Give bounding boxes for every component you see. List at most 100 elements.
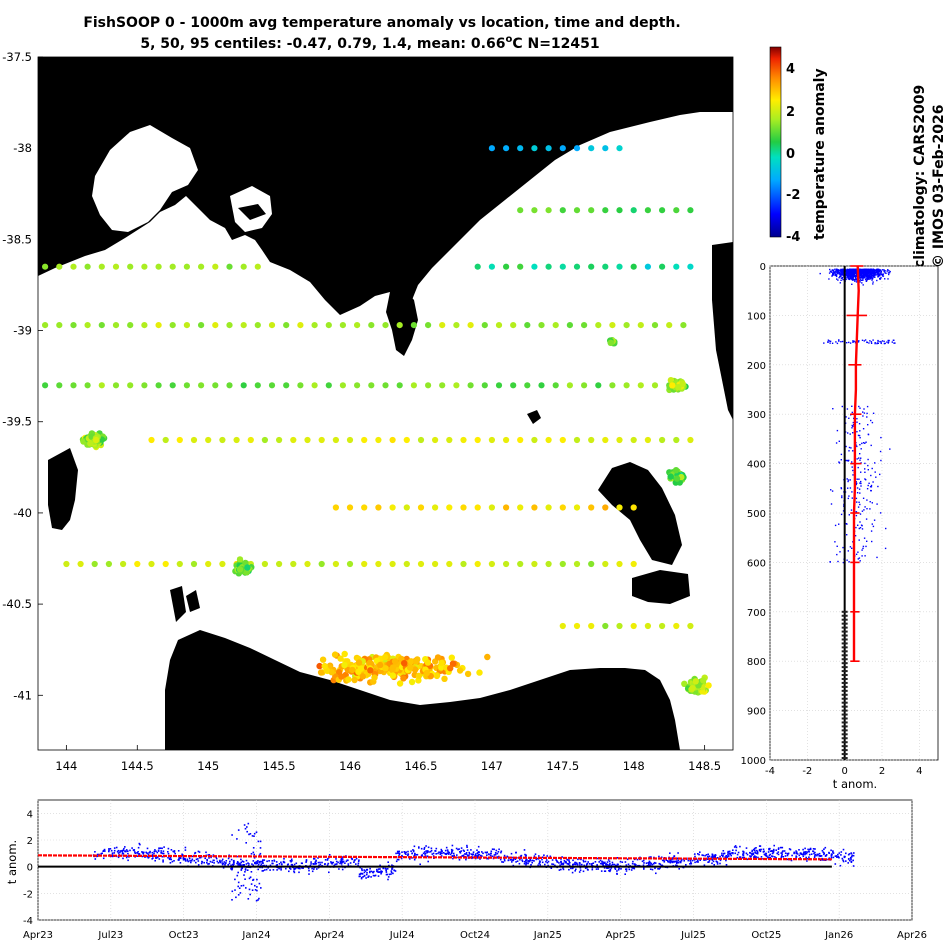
- profile-point: [894, 342, 896, 344]
- ts-point: [525, 863, 527, 866]
- ts-point: [737, 851, 740, 854]
- profile-point: [886, 270, 888, 272]
- profile-point: [840, 487, 842, 489]
- ts-point: [125, 850, 127, 853]
- ts-point: [671, 861, 674, 864]
- profile-point: [841, 405, 843, 408]
- colorbar-label: temperature anomaly: [812, 68, 828, 240]
- profile-point: [849, 276, 851, 278]
- ts-point: [251, 835, 254, 837]
- ts-point: [184, 846, 187, 849]
- transect-point: [630, 622, 637, 630]
- profile-point: [861, 528, 864, 530]
- profile-point: [862, 545, 865, 548]
- ts-point: [174, 852, 176, 855]
- profile-deep-marker: [841, 658, 848, 661]
- profile-point: [851, 276, 853, 278]
- ts-point: [851, 855, 853, 858]
- transect-point: [141, 263, 148, 270]
- ts-point: [643, 868, 645, 870]
- ts-point: [369, 870, 371, 873]
- ts-point: [96, 855, 99, 857]
- profile-point: [870, 342, 873, 344]
- transect-point: [297, 322, 304, 329]
- ts-point: [385, 871, 388, 873]
- ts-point: [102, 850, 104, 852]
- ts-point: [234, 889, 236, 891]
- ts-point: [206, 859, 208, 862]
- profile-point: [862, 272, 864, 274]
- profile-deep-marker: [841, 733, 848, 736]
- ts-point: [424, 855, 427, 857]
- ts-point: [438, 851, 440, 853]
- profile-point: [870, 419, 872, 422]
- profile-point: [845, 272, 848, 275]
- profile-point: [862, 442, 865, 444]
- transect-point: [673, 436, 680, 444]
- ts-point: [418, 847, 420, 849]
- ts-point: [673, 860, 675, 863]
- ts-point: [842, 860, 845, 863]
- profile-point: [848, 514, 850, 516]
- profile-point: [862, 497, 865, 499]
- transect-point: [169, 263, 176, 270]
- profile-point: [873, 272, 875, 274]
- transect-point: [559, 560, 566, 568]
- ts-point: [466, 854, 469, 856]
- ts-point: [474, 853, 477, 855]
- ts-point: [137, 851, 139, 853]
- transect-point: [552, 322, 559, 329]
- profile-point: [877, 273, 879, 275]
- profile-deep-marker: [841, 701, 848, 704]
- ts-point: [242, 861, 245, 863]
- cluster-point: [441, 675, 448, 682]
- ts-point: [558, 869, 561, 871]
- ts-point: [497, 851, 500, 853]
- ts-point: [530, 864, 532, 866]
- ts-point: [230, 868, 232, 870]
- ts-point: [814, 855, 816, 857]
- profile-point: [866, 499, 868, 501]
- profile-point: [855, 276, 857, 279]
- profile-point: [836, 273, 839, 275]
- map-y-tick-label: -38: [13, 141, 32, 155]
- transect-point: [120, 560, 127, 568]
- profile-point: [866, 416, 868, 418]
- ts-point: [380, 871, 383, 874]
- map-x-tick-label: 144: [55, 759, 77, 773]
- transect-point: [261, 436, 268, 444]
- ts-point: [119, 850, 122, 852]
- ts-point: [231, 899, 233, 901]
- ts-point: [111, 854, 114, 856]
- profile-point: [842, 561, 845, 564]
- ts-point: [122, 849, 124, 852]
- transect-point: [538, 322, 545, 329]
- ts-point: [643, 862, 645, 864]
- profile-deep-marker: [841, 626, 848, 629]
- profile-point: [846, 559, 848, 561]
- transect-point: [290, 560, 297, 568]
- ts-point: [167, 851, 169, 853]
- ts-point: [460, 847, 463, 849]
- ts-point: [250, 871, 253, 873]
- ts-point: [675, 860, 678, 862]
- profile-point: [829, 340, 832, 342]
- ts-point: [852, 859, 854, 862]
- ts-point: [799, 852, 802, 855]
- ts-point: [104, 850, 106, 852]
- ts-point: [539, 862, 541, 864]
- ts-point: [405, 851, 407, 853]
- ts-point: [781, 852, 783, 854]
- cluster-point: [673, 475, 681, 482]
- ts-point: [283, 861, 285, 864]
- ts-point: [333, 864, 335, 867]
- ts-point: [587, 861, 589, 863]
- profile-point: [888, 273, 890, 276]
- ts-point: [671, 858, 674, 860]
- ts-point: [732, 849, 734, 851]
- ts-point: [249, 876, 252, 878]
- profile-point: [869, 340, 871, 342]
- ts-point: [850, 852, 852, 854]
- cluster-point: [338, 673, 345, 680]
- ts-point: [159, 847, 162, 849]
